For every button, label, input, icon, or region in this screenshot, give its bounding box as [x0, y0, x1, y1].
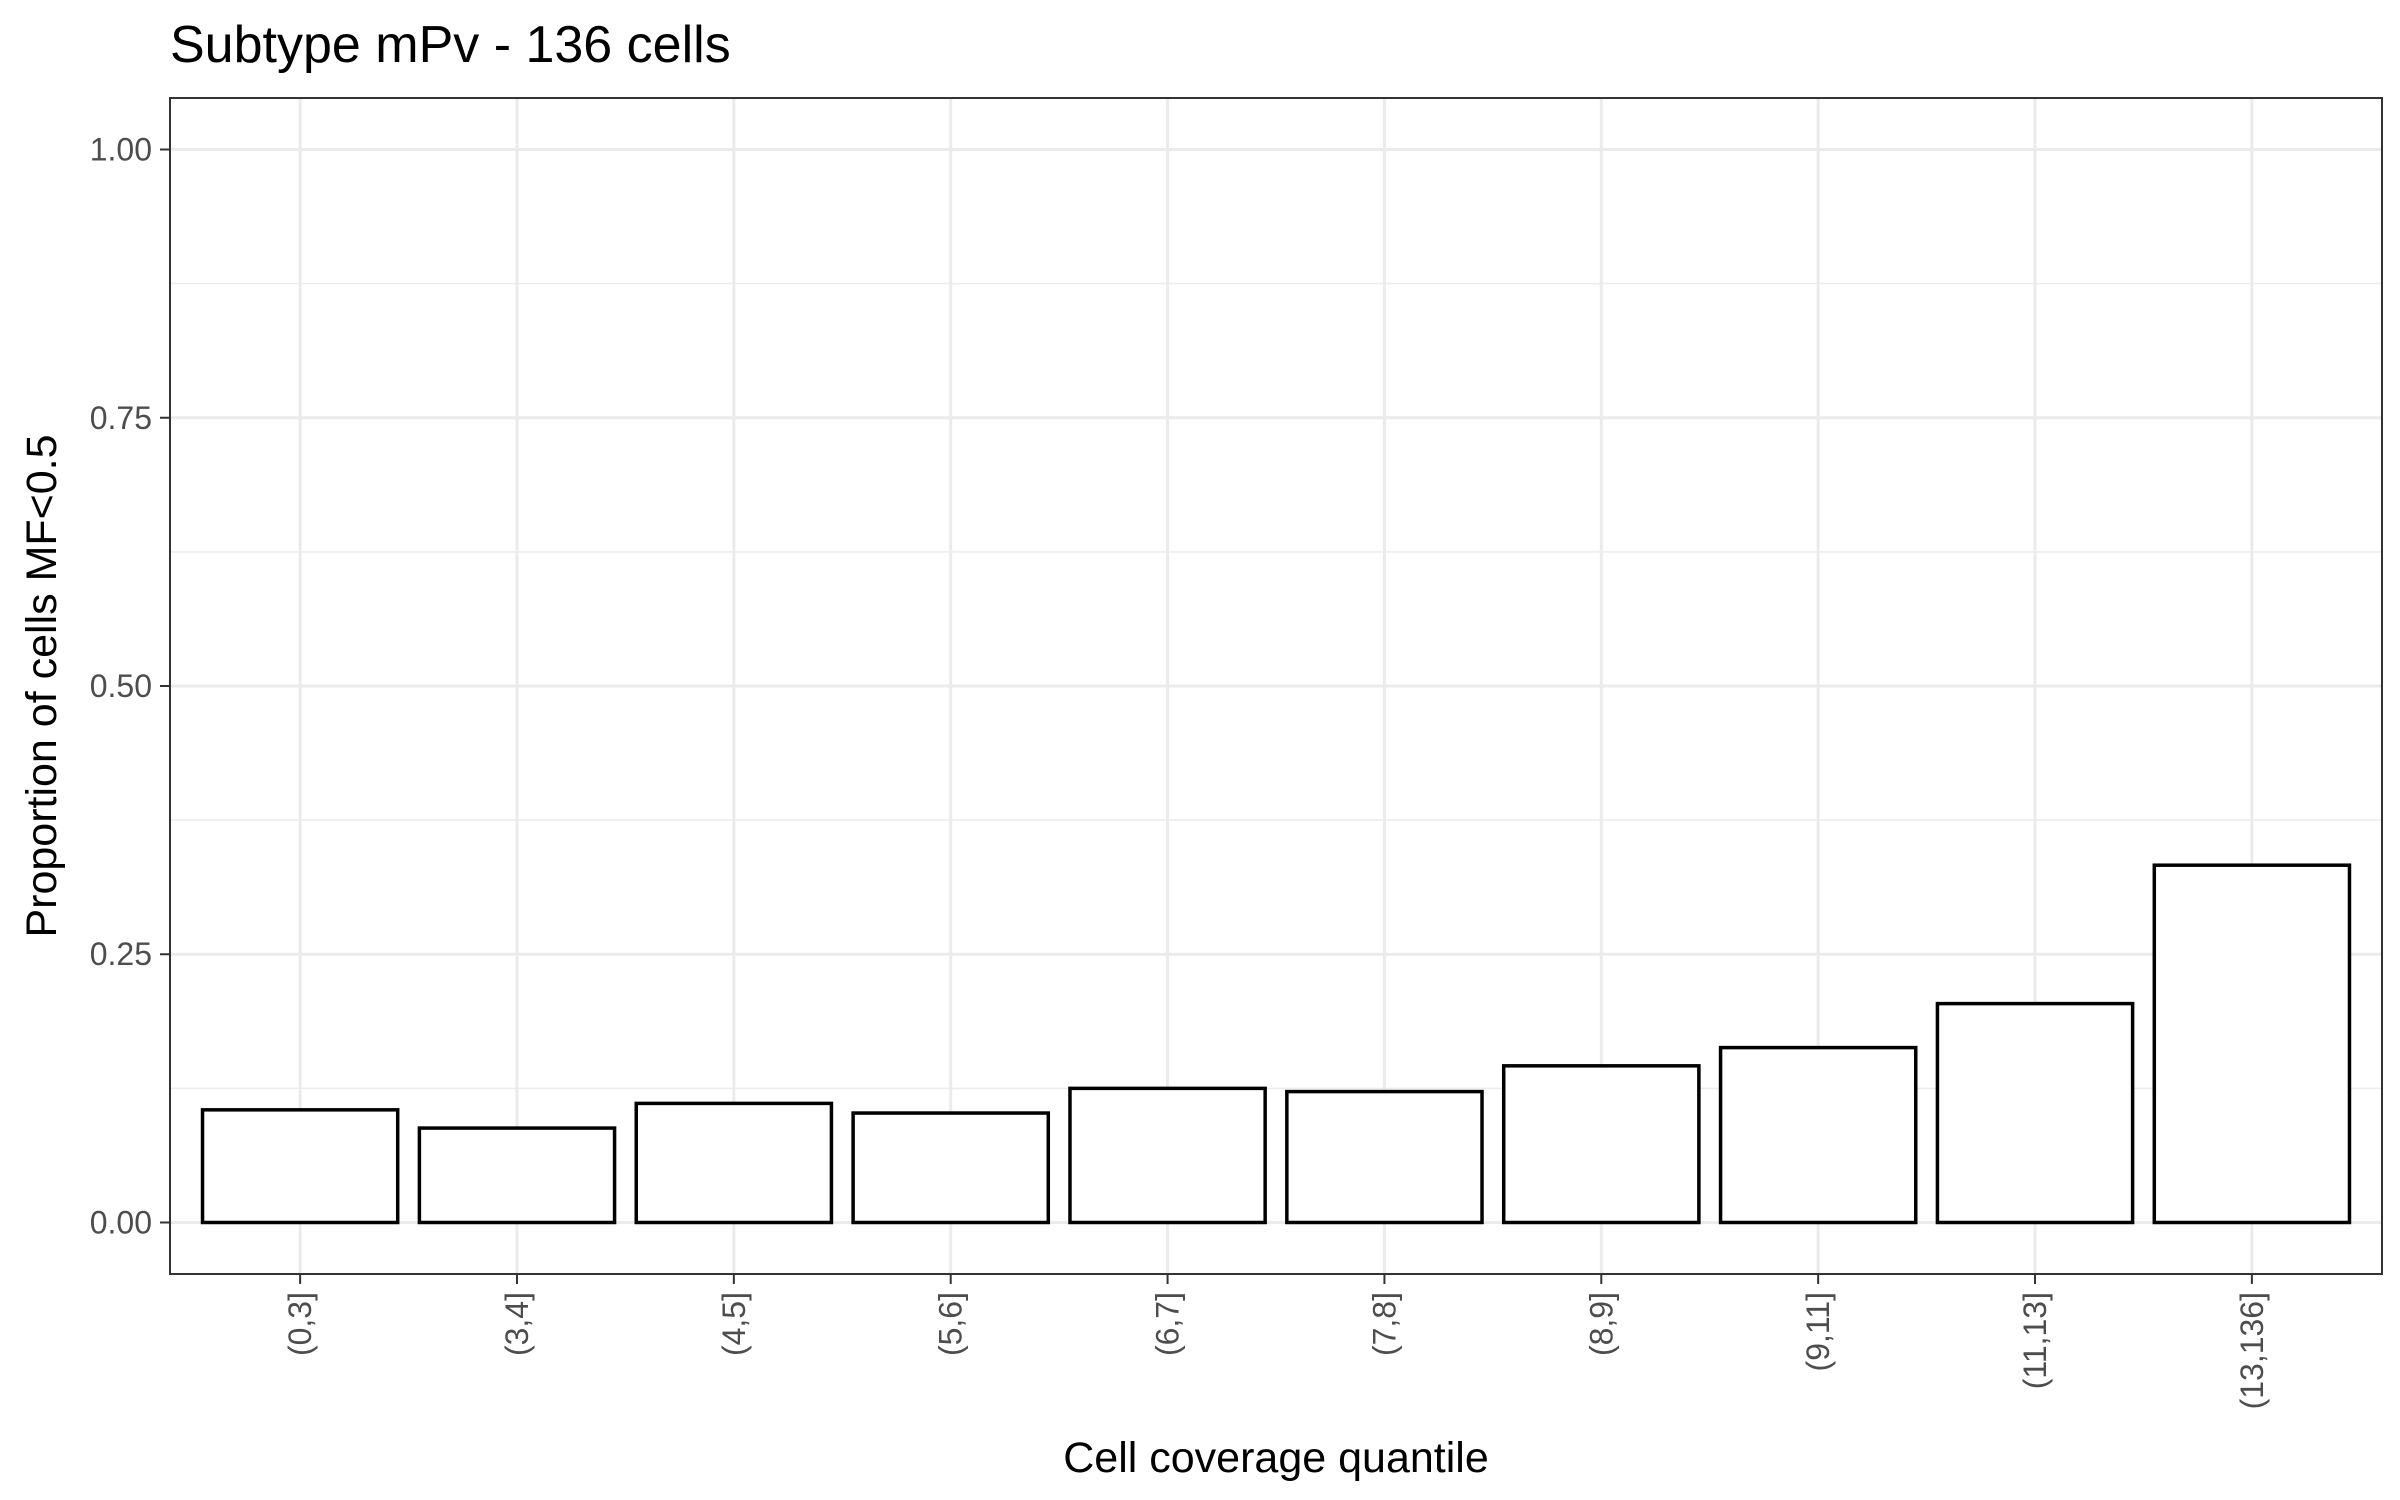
x-tick-label: (7,8] [1366, 1292, 1402, 1356]
x-axis-title: Cell coverage quantile [1063, 1434, 1489, 1482]
y-axis: 0.00 0.25 0.50 0.75 1.00 [90, 132, 170, 1240]
y-tick-label: 0.75 [90, 400, 152, 436]
bar [1718, 1045, 1918, 1225]
x-tick-label: (5,6] [933, 1292, 969, 1356]
bar [1285, 1089, 1484, 1225]
y-tick-label: 1.00 [90, 132, 152, 168]
x-tick-label: (11,13] [2017, 1292, 2053, 1389]
bar [1501, 1064, 1701, 1225]
bar [851, 1111, 1051, 1225]
y-tick-label: 0.00 [90, 1204, 152, 1240]
x-tick-label: (8,9] [1583, 1292, 1619, 1356]
y-tick-label: 0.25 [90, 936, 152, 972]
x-tick-label: (9,11] [1800, 1292, 1836, 1371]
x-tick-label: (0,3] [282, 1292, 318, 1356]
bar [1068, 1086, 1267, 1225]
x-tick-label: (13,136] [2234, 1292, 2270, 1409]
bar [200, 1108, 400, 1225]
y-tick-label: 0.50 [90, 668, 152, 704]
y-axis-title: Proportion of cells MF<0.5 [18, 434, 66, 937]
bar [417, 1126, 617, 1225]
bar [2152, 863, 2352, 1225]
x-axis: (0,3] (3,4] (4,5] (5,6] (6,7] (7,8] (8,9] (9,11… [282, 1274, 2270, 1409]
x-tick-label: (4,5] [716, 1292, 752, 1356]
x-tick-label: (6,7] [1150, 1292, 1186, 1356]
bars [200, 863, 2352, 1225]
gridlines [170, 98, 2382, 1274]
chart-title: Subtype mPv - 136 cells [170, 16, 731, 74]
bar [634, 1101, 834, 1225]
bar [1935, 1001, 2135, 1225]
x-tick-label: (3,4] [499, 1292, 535, 1356]
